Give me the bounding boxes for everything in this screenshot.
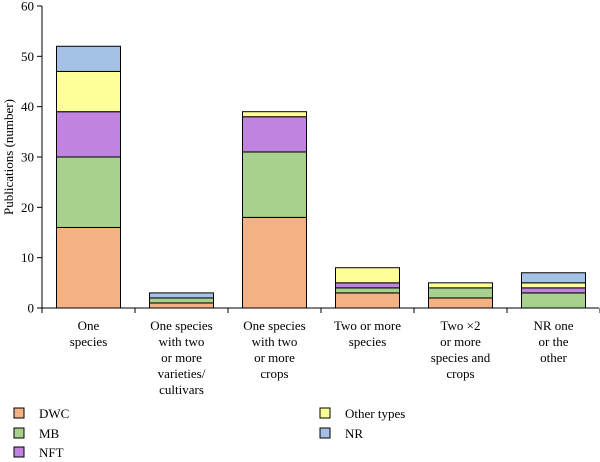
y-tick-label-20: 20 xyxy=(21,200,34,215)
bar-segment-nft-3 xyxy=(335,282,400,289)
bar-segment-nr-1 xyxy=(149,292,214,299)
category-label-2: One species with two or more crops xyxy=(243,318,305,381)
bar-segment-mb-3 xyxy=(335,287,400,294)
bar-segment-mb-2 xyxy=(242,151,307,218)
bar-segment-nft-0 xyxy=(56,111,121,158)
legend-label-nr: NR xyxy=(345,426,363,441)
category-label-0: One species xyxy=(70,318,108,349)
bar-segment-other-types-4 xyxy=(428,282,493,289)
axes-layer xyxy=(41,6,599,309)
y-tick-label-60: 60 xyxy=(21,0,34,14)
y-tick-label-30: 30 xyxy=(21,150,34,165)
legend-label-mb: MB xyxy=(39,426,60,441)
bar-segment-dwc-2 xyxy=(242,216,307,309)
y-axis-title: Publications (number) xyxy=(1,99,16,215)
bar-segment-mb-0 xyxy=(56,156,121,228)
bar-segment-nft-5 xyxy=(521,287,586,294)
y-tick-label-10: 10 xyxy=(21,250,34,265)
category-label-1: One species with two or more varieties/cult… xyxy=(150,318,212,397)
category-label-4: Two ×2 or more species and crops xyxy=(431,318,491,381)
bar-segment-nr-0 xyxy=(56,45,121,72)
bar-segment-mb-5 xyxy=(521,292,586,309)
bar-segment-dwc-3 xyxy=(335,292,400,309)
bar-segment-other-types-0 xyxy=(56,70,121,113)
bar-segment-other-types-2 xyxy=(242,111,307,118)
bar-segment-dwc-0 xyxy=(56,226,121,309)
bar-segment-dwc-4 xyxy=(428,297,493,309)
legend: DWC MB NFT Other types NR xyxy=(13,406,405,460)
ticks-layer: 0 10 20 30 40 50 60 xyxy=(21,0,600,316)
y-tick-label-40: 40 xyxy=(21,99,34,114)
legend-label-dwc: DWC xyxy=(39,406,69,421)
bar-segment-nft-2 xyxy=(242,116,307,153)
category-labels: One species One species with two or more vari… xyxy=(70,318,574,397)
bar-segment-other-types-3 xyxy=(335,267,400,284)
bar-segment-nr-5 xyxy=(521,272,586,284)
bar-segment-mb-1 xyxy=(149,297,214,304)
legend-label-nft: NFT xyxy=(39,445,64,460)
y-tick-label-50: 50 xyxy=(21,49,34,64)
bar-segment-other-types-5 xyxy=(521,282,586,289)
legend-swatch-nft xyxy=(13,446,25,458)
bars-layer xyxy=(56,45,586,309)
y-tick-label-0: 0 xyxy=(28,301,35,316)
legend-swatch-other-types xyxy=(319,407,331,419)
bar-segment-dwc-1 xyxy=(149,302,214,309)
bar-segment-mb-4 xyxy=(428,287,493,299)
legend-swatch-mb xyxy=(13,427,25,439)
legend-label-other-types: Other types xyxy=(345,406,405,421)
category-label-5: NR one or the other xyxy=(533,318,573,365)
legend-swatch-dwc xyxy=(13,407,25,419)
legend-swatch-nr xyxy=(319,427,331,439)
category-label-3: Two or more species xyxy=(334,318,401,349)
